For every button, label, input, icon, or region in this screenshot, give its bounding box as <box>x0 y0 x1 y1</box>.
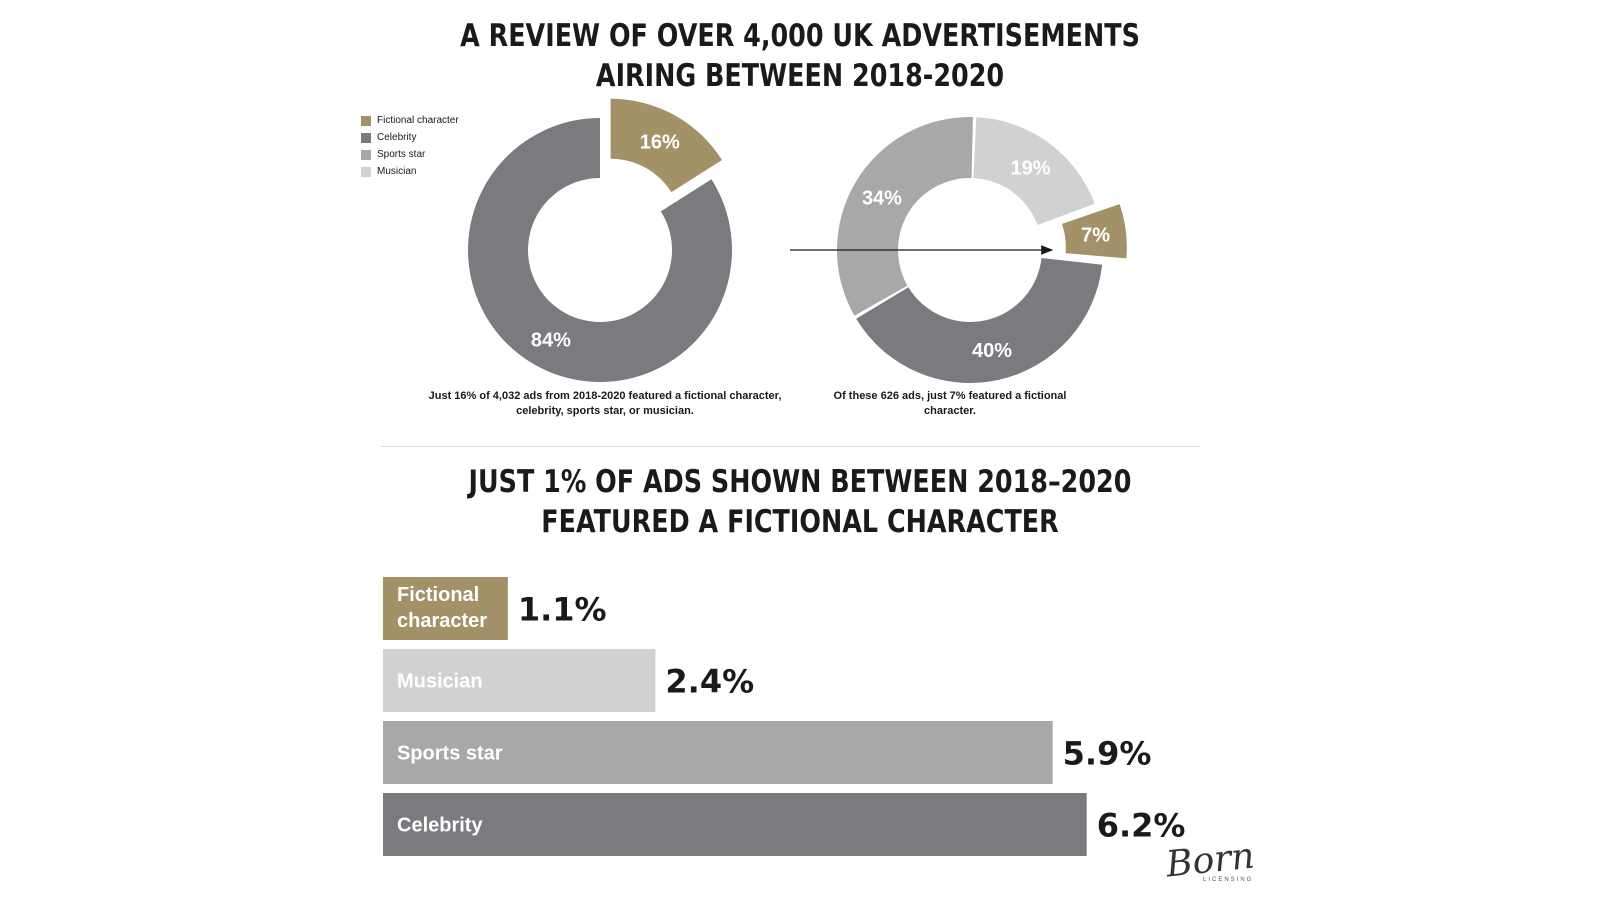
legend-swatch <box>361 115 371 126</box>
bar-title-line2: FEATURED A FICTIONAL CHARACTER <box>541 504 1059 540</box>
legend-item-fictional: Fictional character <box>361 112 459 129</box>
legend-item-celebrity: Celebrity <box>361 129 459 146</box>
donut-slice-label: 84% <box>531 329 571 351</box>
legend-item-sports-star: Sports star <box>361 146 459 163</box>
legend-label: Musician <box>377 166 417 177</box>
legend-swatch <box>361 149 371 160</box>
bar-title-line1: JUST 1% OF ADS SHOWN BETWEEN 2018–2020 <box>468 464 1132 500</box>
section-divider <box>380 446 1200 447</box>
bar <box>383 577 508 640</box>
bar-value-label: 2.4% <box>665 663 754 701</box>
bar-category-label: Sports star <box>397 743 503 765</box>
bar <box>383 721 1053 784</box>
bar <box>383 793 1087 856</box>
bar-category-label: Musician <box>397 671 483 693</box>
donut-slice-label: 40% <box>972 340 1012 362</box>
donut-slice-2 <box>856 257 1103 383</box>
donut-chart-breakdown: 19% 7% 40% 34% <box>837 117 1127 383</box>
bar-category-label: Fictional <box>397 584 479 606</box>
brand-subtitle: LICENSING <box>1203 877 1254 883</box>
donut-legend: Fictional character Celebrity Sports sta… <box>361 112 459 180</box>
legend-swatch <box>361 166 371 177</box>
donut-charts: 84% 16% 19% 7% 40% 34% <box>468 98 1127 383</box>
donut-slice-label: 16% <box>640 131 680 153</box>
donut-slice-1 <box>610 98 723 193</box>
caption-breakdown: Of these 626 ads, just 7% featured a fic… <box>833 390 1067 417</box>
donut-slice-label: 7% <box>1081 225 1110 247</box>
bar-value-label: 5.9% <box>1063 735 1152 773</box>
donut-slice-0 <box>973 117 1095 225</box>
legend-label: Fictional character <box>377 115 459 126</box>
bar-value-label: 1.1% <box>518 591 607 629</box>
legend-item-musician: Musician <box>361 163 459 180</box>
donut-slice-1 <box>1061 204 1127 259</box>
donut-slice-0 <box>468 118 733 382</box>
bar-value-label: 6.2% <box>1097 807 1186 845</box>
bar-category-label: Celebrity <box>397 815 483 837</box>
main-title-line1: A REVIEW OF OVER 4,000 UK ADVERTISEMENTS <box>460 18 1140 54</box>
donut-chart-overall: 84% 16% <box>468 98 733 382</box>
legend-swatch <box>361 132 371 143</box>
bar <box>383 649 656 712</box>
bar-category-label: character <box>397 610 487 632</box>
caption-overall: Just 16% of 4,032 ads from 2018-2020 fea… <box>428 390 782 417</box>
main-title-line2: AIRING BETWEEN 2018-2020 <box>595 58 1005 94</box>
donut-slice-label: 34% <box>862 188 902 210</box>
legend-label: Celebrity <box>377 132 417 143</box>
legend-label: Sports star <box>377 149 426 160</box>
bar-group: Fictional character 1.1% Musician 2.4% Sports… <box>383 577 1185 856</box>
donut-slice-label: 19% <box>1011 157 1051 179</box>
donut-slice-3 <box>837 117 973 316</box>
